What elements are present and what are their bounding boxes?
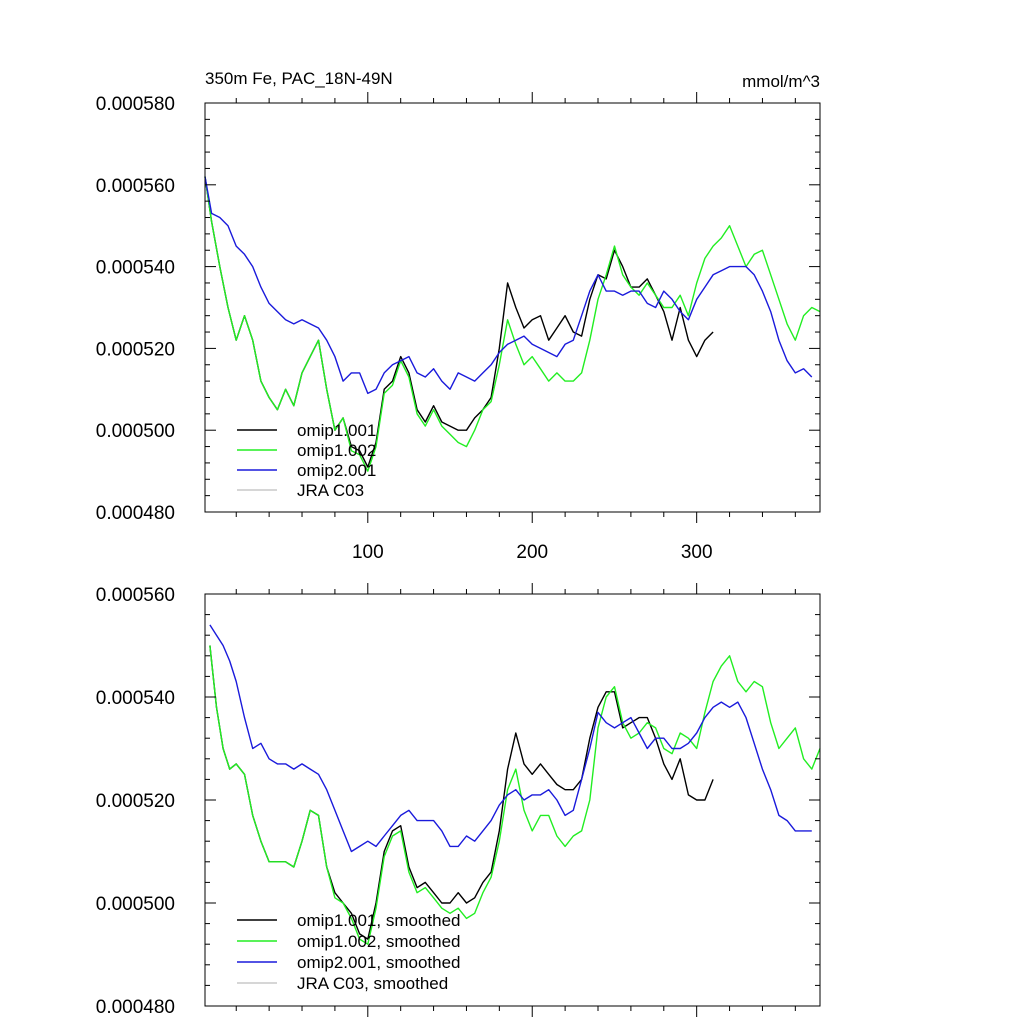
bottom-series-line-2 xyxy=(209,624,812,853)
bottom-axis-ticks xyxy=(205,583,820,1017)
top-x-tick-label: 100 xyxy=(352,542,384,563)
bottom-series-lines xyxy=(209,624,821,945)
top-x-tick-labels: 100 200 300 xyxy=(352,542,713,563)
bottom-y-tick-label: 0.000540 xyxy=(96,688,175,709)
bottom-panel: 0.000480 0.000500 0.000520 0.000540 0.000560… xyxy=(96,583,821,1018)
bottom-legend-label-2: omip2.001, smoothed xyxy=(297,953,461,972)
bottom-legend-label-1: omip1.002, smoothed xyxy=(297,932,461,951)
top-y-tick-labels: 0.000480 0.000500 0.000520 0.000540 0.000560… xyxy=(96,94,175,524)
bottom-legend: omip1.001, smoothed omip1.002, smoothed om… xyxy=(237,911,461,993)
top-y-tick-label: 0.000560 xyxy=(96,176,175,197)
units-label: mmol/m^3 xyxy=(742,72,820,91)
top-legend-label-3: JRA C03 xyxy=(297,481,364,500)
top-y-tick-label: 0.000520 xyxy=(96,339,175,360)
top-y-tick-label: 0.000480 xyxy=(96,503,175,524)
top-series-lines xyxy=(204,176,821,472)
top-plot-frame xyxy=(204,102,821,513)
bottom-plot-frame xyxy=(204,593,821,1007)
top-x-tick-label: 200 xyxy=(516,542,548,563)
top-y-tick-label: 0.000580 xyxy=(96,94,175,115)
top-y-tick-label: 0.000540 xyxy=(96,258,175,279)
top-x-tick-label: 300 xyxy=(681,542,713,563)
bottom-y-tick-label: 0.000520 xyxy=(96,791,175,812)
bottom-legend-label-0: omip1.001, smoothed xyxy=(297,911,461,930)
top-legend-label-2: omip2.001 xyxy=(297,461,376,480)
bottom-y-tick-label: 0.000500 xyxy=(96,894,175,915)
bottom-y-tick-labels: 0.000480 0.000500 0.000520 0.000540 0.000560 xyxy=(96,585,175,1018)
top-legend-label-0: omip1.001 xyxy=(297,421,376,440)
top-panel: 350m Fe, PAC_18N-49N mmol/m^3 0.0004800.… xyxy=(96,69,821,563)
top-series-line-1 xyxy=(204,176,821,472)
top-y-tick-label: 0.000500 xyxy=(96,421,175,442)
chart-title: 350m Fe, PAC_18N-49N xyxy=(205,69,393,88)
bottom-legend-label-3: JRA C03, smoothed xyxy=(297,974,448,993)
top-legend-label-1: omip1.002 xyxy=(297,441,376,460)
top-series-line-2 xyxy=(204,176,813,395)
bottom-y-tick-label: 0.000480 xyxy=(96,997,175,1018)
bottom-y-tick-label: 0.000560 xyxy=(96,585,175,606)
bottom-series-line-1 xyxy=(209,645,821,945)
